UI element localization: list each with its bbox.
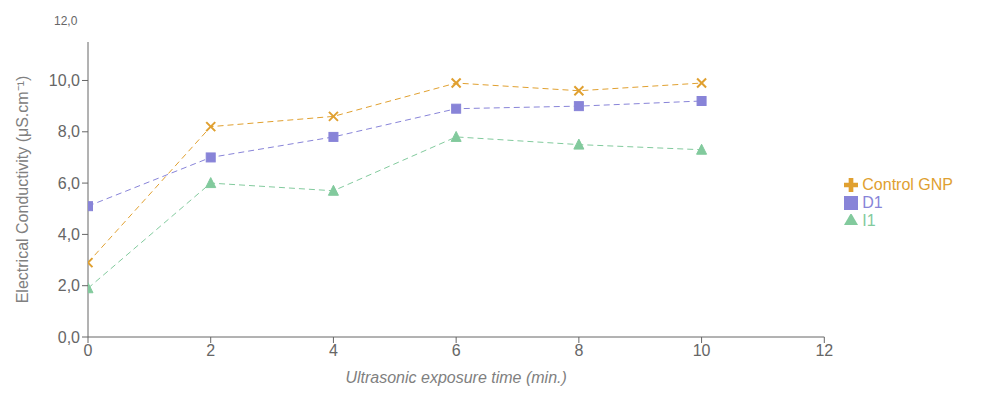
svg-text:10,0: 10,0 bbox=[49, 72, 80, 89]
svg-text:2,0: 2,0 bbox=[58, 277, 80, 294]
svg-text:6,0: 6,0 bbox=[58, 175, 80, 192]
svg-text:0: 0 bbox=[84, 342, 93, 359]
svg-text:Ultrasonic exposure time (min.: Ultrasonic exposure time (min.) bbox=[345, 369, 566, 386]
svg-text:6: 6 bbox=[452, 342, 461, 359]
svg-text:Electrical Conductivity (μS.cm: Electrical Conductivity (μS.cm⁻¹) bbox=[14, 76, 31, 304]
svg-text:0,0: 0,0 bbox=[58, 329, 80, 346]
svg-text:4,0: 4,0 bbox=[58, 226, 80, 243]
svg-text:8: 8 bbox=[574, 342, 583, 359]
html-text:Control GNP: Control GNP bbox=[862, 175, 953, 193]
html-text:D1: D1 bbox=[862, 193, 883, 211]
svg-text:10: 10 bbox=[693, 342, 711, 359]
svg-text:12: 12 bbox=[815, 342, 833, 359]
svg-text:8,0: 8,0 bbox=[58, 123, 80, 140]
svg-text:2: 2 bbox=[206, 342, 215, 359]
html-text:I1: I1 bbox=[862, 211, 876, 229]
svg-text:4: 4 bbox=[329, 342, 338, 359]
html-text:12,0: 12,0 bbox=[54, 14, 78, 28]
